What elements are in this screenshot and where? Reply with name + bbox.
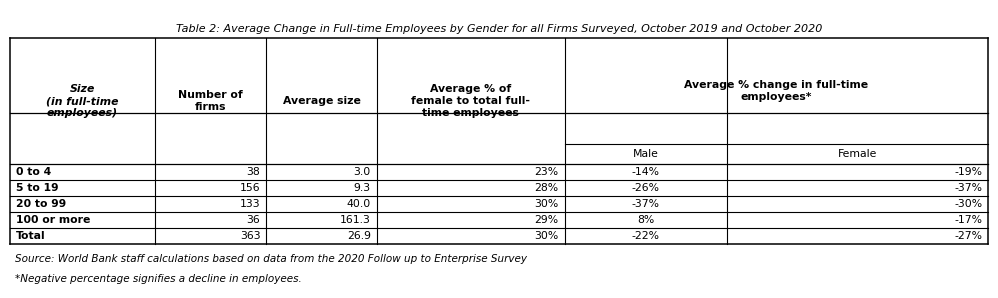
Text: -37%: -37% — [632, 199, 660, 209]
Text: 9.3: 9.3 — [353, 183, 371, 193]
Text: 36: 36 — [247, 215, 260, 225]
Text: -37%: -37% — [954, 183, 982, 193]
Text: Total: Total — [16, 231, 46, 241]
Text: Male: Male — [633, 149, 659, 159]
Text: 38: 38 — [247, 167, 260, 177]
Text: Average % of
female to total full-
time employees: Average % of female to total full- time … — [411, 84, 530, 118]
Text: -19%: -19% — [954, 167, 982, 177]
Text: Table 2: Average Change in Full-time Employees by Gender for all Firms Surveyed,: Table 2: Average Change in Full-time Emp… — [176, 24, 822, 34]
Text: 40.0: 40.0 — [346, 199, 371, 209]
Text: -14%: -14% — [632, 167, 660, 177]
Text: Female: Female — [837, 149, 877, 159]
Text: -22%: -22% — [632, 231, 660, 241]
Text: 5 to 19: 5 to 19 — [16, 183, 59, 193]
Text: 8%: 8% — [637, 215, 655, 225]
Text: *Negative percentage signifies a decline in employees.: *Negative percentage signifies a decline… — [15, 274, 301, 283]
Text: 30%: 30% — [534, 231, 559, 241]
Text: -27%: -27% — [954, 231, 982, 241]
Text: 3.0: 3.0 — [353, 167, 371, 177]
Text: 26.9: 26.9 — [347, 231, 371, 241]
Text: 0 to 4: 0 to 4 — [16, 167, 51, 177]
Text: 20 to 99: 20 to 99 — [16, 199, 66, 209]
Text: 23%: 23% — [535, 167, 559, 177]
Text: 363: 363 — [240, 231, 260, 241]
Text: 161.3: 161.3 — [340, 215, 371, 225]
Text: -17%: -17% — [954, 215, 982, 225]
Text: 133: 133 — [240, 199, 260, 209]
Text: Average % change in full-time
employees*: Average % change in full-time employees* — [685, 80, 868, 102]
Text: 29%: 29% — [535, 215, 559, 225]
Text: 28%: 28% — [535, 183, 559, 193]
Text: 100 or more: 100 or more — [16, 215, 90, 225]
Text: Size
(in full-time
employees): Size (in full-time employees) — [46, 84, 119, 118]
Text: 156: 156 — [240, 183, 260, 193]
Text: Number of
firms: Number of firms — [178, 90, 243, 112]
Text: 30%: 30% — [534, 199, 559, 209]
Text: Average size: Average size — [282, 96, 360, 106]
Text: -30%: -30% — [954, 199, 982, 209]
Text: -26%: -26% — [632, 183, 660, 193]
Text: Source: World Bank staff calculations based on data from the 2020 Follow up to E: Source: World Bank staff calculations ba… — [15, 254, 527, 264]
